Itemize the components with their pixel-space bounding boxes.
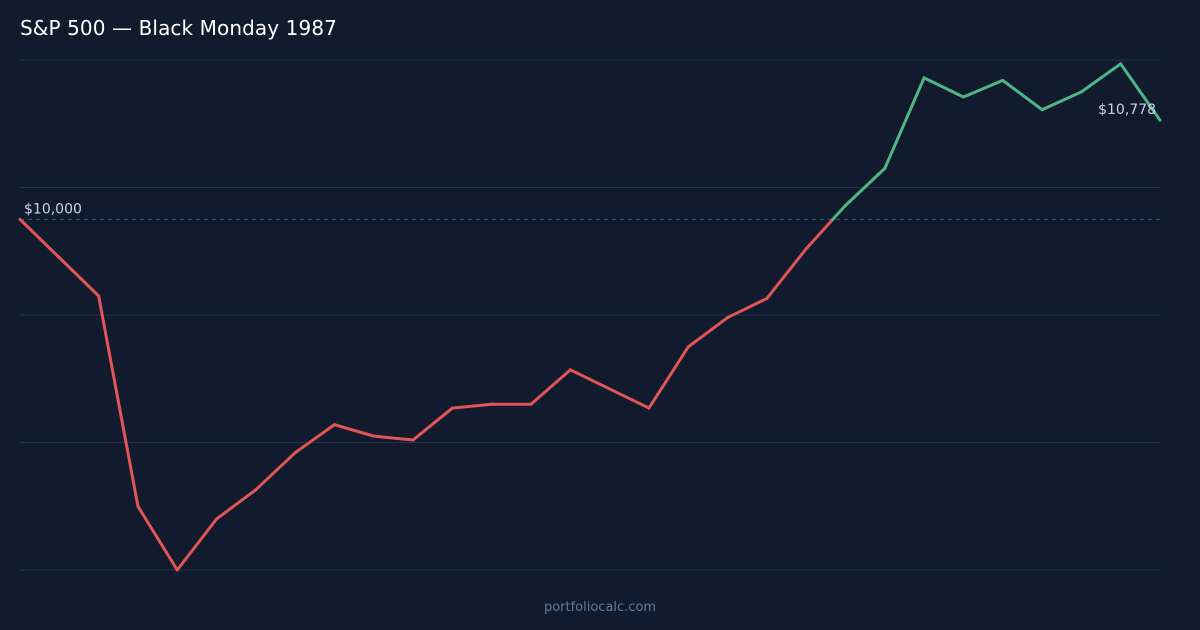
- series-segment: [726, 296, 769, 320]
- series-segment: [1119, 62, 1162, 122]
- series-segment: [647, 345, 690, 410]
- series-segment: [215, 488, 258, 521]
- series-line: [18, 62, 1162, 572]
- grid-lines: [20, 59, 1160, 571]
- series-segment: [1001, 78, 1044, 112]
- series-segment: [961, 78, 1005, 99]
- series-segment: [922, 76, 965, 99]
- series-segment: [1040, 90, 1083, 112]
- series-segment: [97, 294, 140, 508]
- series-segment: [57, 256, 101, 298]
- series-segment: [254, 451, 297, 492]
- series-segment: [450, 402, 494, 410]
- series-segment: [568, 368, 612, 391]
- series-segment: [136, 504, 179, 572]
- series-segment: [18, 217, 61, 260]
- footer-site: portfoliocalc.com: [543, 600, 657, 615]
- series-segment: [293, 423, 336, 455]
- series-segment: [372, 434, 415, 442]
- chart-title: S&P 500 — Black Monday 1987: [20, 16, 337, 40]
- series-segment: [608, 387, 651, 410]
- series-segment: [883, 76, 926, 170]
- baseline-label: $10,000: [24, 201, 82, 217]
- series-segment: [686, 316, 730, 349]
- series-segment: [765, 247, 808, 300]
- series-segment: [175, 517, 219, 572]
- series-segment: [804, 217, 835, 251]
- series-segment: [1079, 62, 1123, 94]
- series-segment: [332, 423, 376, 438]
- series-segment: [529, 368, 572, 406]
- series-segment: [411, 406, 454, 442]
- series-segment: [844, 166, 887, 207]
- end-value-label: $10,778: [1098, 102, 1156, 118]
- series-segment: [831, 203, 848, 221]
